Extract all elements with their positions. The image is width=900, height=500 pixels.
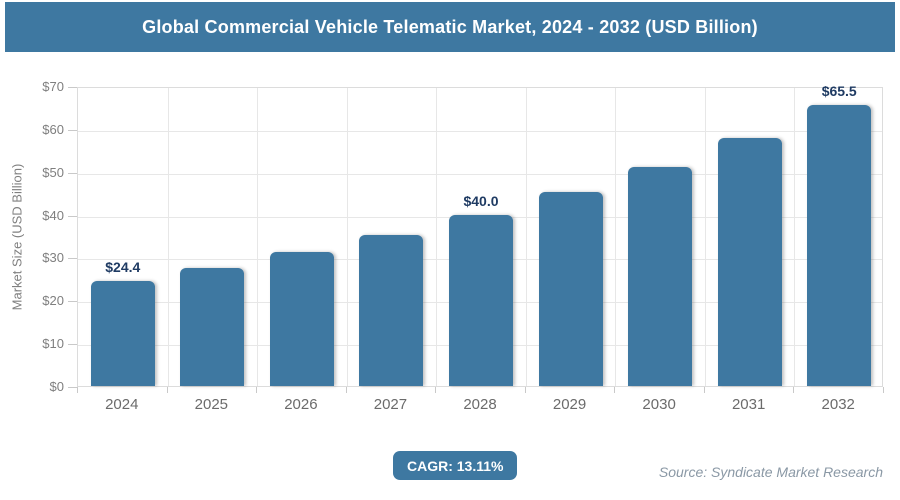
x-tick-mark xyxy=(435,387,437,393)
y-tick-mark xyxy=(68,301,77,303)
x-axis-label-2024: 2024 xyxy=(105,396,139,413)
bar-value-label: $40.0 xyxy=(463,192,499,209)
bar-2024 xyxy=(90,281,155,386)
x-tick-mark xyxy=(166,387,168,393)
x-axis-label-2025: 2025 xyxy=(194,396,229,413)
chart-title-bar: Global Commercial Vehicle Telematic Mark… xyxy=(5,2,895,52)
y-tick-label: $60 xyxy=(42,121,64,137)
y-tick-label: $50 xyxy=(42,164,64,180)
x-tick-mark xyxy=(77,387,78,393)
y-tick-label: $20 xyxy=(42,293,64,309)
bar-2030 xyxy=(628,166,693,386)
x-axis-label-2027: 2027 xyxy=(373,396,408,413)
y-tick-label: $70 xyxy=(42,79,64,94)
y-axis-title: Market Size (USD Billion) xyxy=(9,163,25,311)
x-tick-mark xyxy=(793,387,795,393)
x-axis-label-2026: 2026 xyxy=(284,396,318,413)
gridline-horizontal xyxy=(78,173,882,175)
y-tick-label: $10 xyxy=(42,336,64,352)
y-tick-mark xyxy=(68,172,77,174)
y-tick-mark xyxy=(68,215,77,217)
bar-value-label: $24.4 xyxy=(105,259,141,276)
gridline-vertical xyxy=(257,88,259,386)
x-tick-mark xyxy=(883,387,884,393)
x-tick-mark xyxy=(256,387,258,393)
gridline-vertical xyxy=(525,88,527,386)
y-tick-mark xyxy=(68,129,77,131)
y-tick-mark xyxy=(68,87,77,88)
bar-2026 xyxy=(269,252,334,386)
y-tick-label: $30 xyxy=(42,250,64,266)
x-axis-label-2030: 2030 xyxy=(642,396,676,413)
cagr-badge: CAGR: 13.11% xyxy=(393,451,518,480)
x-axis-label-2028: 2028 xyxy=(463,396,497,413)
gridline-vertical xyxy=(794,88,796,386)
cagr-label: CAGR: 13.11% xyxy=(407,457,504,474)
gridline-vertical xyxy=(615,88,617,386)
y-tick-label: $40 xyxy=(42,207,64,223)
bar-2031 xyxy=(717,137,782,386)
x-tick-mark xyxy=(524,387,526,393)
bar-2025 xyxy=(180,267,245,386)
chart-title: Global Commercial Vehicle Telematic Mark… xyxy=(142,16,758,37)
bar-2032 xyxy=(807,105,872,386)
gridline-vertical xyxy=(346,88,348,386)
source-text: Source: Syndicate Market Research xyxy=(658,464,883,480)
bar-2027 xyxy=(359,234,424,386)
x-axis-label-2029: 2029 xyxy=(552,396,587,413)
gridline-vertical xyxy=(704,88,706,386)
y-tick-mark xyxy=(68,258,77,260)
gridline-vertical xyxy=(167,88,169,386)
x-tick-mark xyxy=(703,387,705,393)
gridline-vertical xyxy=(436,88,438,386)
y-tick-label: $0 xyxy=(49,379,64,394)
y-tick-mark xyxy=(68,387,77,388)
plot-area: $24.4 $40.0 $65.5 xyxy=(77,83,883,387)
gridline-horizontal xyxy=(78,130,882,132)
bar-2028 xyxy=(449,214,513,386)
bar-value-label: $65.5 xyxy=(821,83,857,100)
y-tick-mark xyxy=(68,344,77,346)
x-axis-label-2032: 2032 xyxy=(821,396,855,413)
bar-2029 xyxy=(538,192,603,386)
x-tick-mark xyxy=(614,387,616,393)
x-tick-mark xyxy=(345,387,347,393)
x-axis-label-2031: 2031 xyxy=(731,396,766,413)
